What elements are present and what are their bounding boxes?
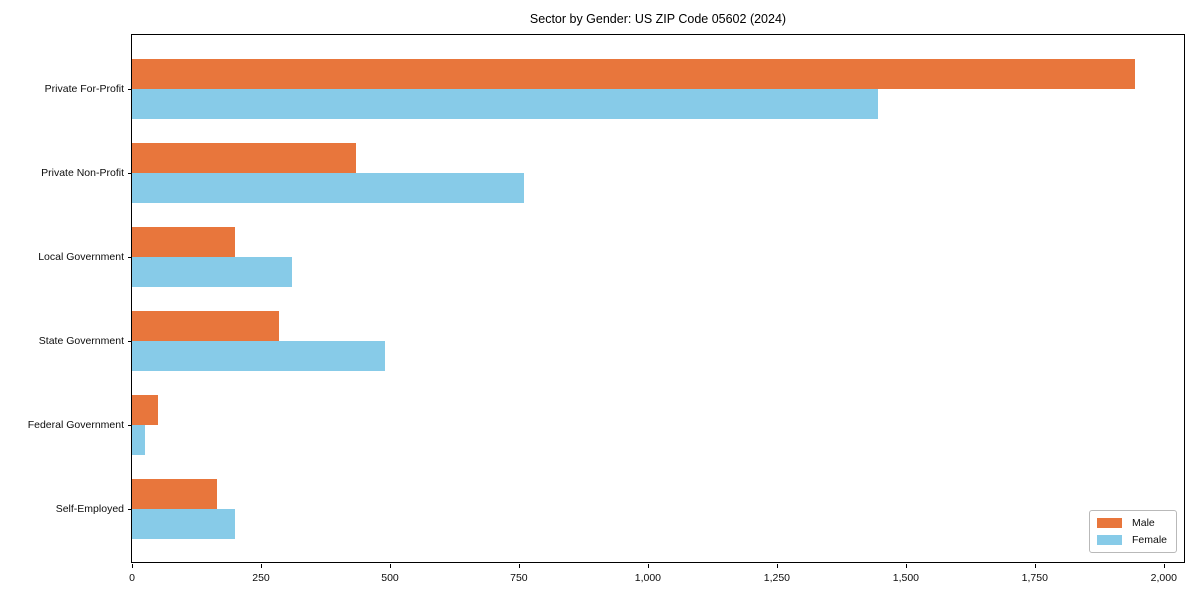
bar-female-0: [132, 89, 878, 119]
ytick-label: Local Government: [38, 251, 124, 263]
bar-male-0: [132, 59, 1136, 89]
xtick-label: 750: [510, 572, 528, 584]
xtick-mark: [647, 564, 649, 568]
ytick-mark: [128, 173, 132, 174]
bar-female-4: [132, 425, 145, 455]
bar-male-4: [132, 395, 158, 425]
ytick-mark: [128, 341, 132, 342]
xtick-mark: [905, 564, 907, 568]
bar-female-1: [132, 173, 525, 203]
ytick-label: Private For-Profit: [44, 83, 124, 95]
ytick-label: Self-Employed: [55, 503, 124, 515]
xtick-mark: [261, 564, 262, 568]
ytick-mark: [128, 425, 132, 426]
xtick-mark: [390, 564, 391, 568]
legend-label: Female: [1131, 534, 1167, 546]
plot-area: Male Female Private For-Profit Private Non…: [28, 34, 1185, 584]
xtick-mark: [776, 564, 778, 568]
xtick-label: 1,250: [763, 572, 791, 584]
ytick-mark: [128, 257, 132, 258]
xtick-mark: [132, 564, 133, 568]
xtick-mark: [518, 564, 520, 568]
ytick-label: State Government: [38, 335, 124, 347]
legend: Male Female: [1088, 510, 1177, 553]
xtick-label: 1,500: [892, 572, 920, 584]
xtick-mark: [1034, 564, 1036, 568]
bar-female-5: [132, 509, 236, 539]
bar-male-5: [132, 479, 218, 509]
legend-row-female: Female: [1096, 534, 1167, 546]
legend-row-male: Male: [1096, 517, 1167, 529]
bar-male-1: [132, 143, 357, 173]
xtick-label: 250: [252, 572, 270, 584]
xtick-label: 0: [129, 572, 135, 584]
bar-male-2: [132, 227, 236, 257]
bar-female-2: [132, 257, 292, 287]
xtick-label: 2,000: [1150, 572, 1177, 584]
legend-swatch-icon: [1096, 518, 1122, 528]
chart-title: Sector by Gender: US ZIP Code 05602 (202…: [529, 12, 787, 26]
bar-female-3: [132, 341, 385, 371]
xtick-label: 1,000: [634, 572, 662, 584]
ytick-mark: [128, 89, 132, 90]
ytick-label: Federal Government: [27, 419, 124, 431]
xtick-label: 1,750: [1021, 572, 1048, 584]
legend-label: Male: [1131, 517, 1155, 529]
xtick-mark: [1163, 564, 1165, 568]
bar-male-3: [132, 311, 279, 341]
xtick-label: 500: [381, 572, 399, 584]
ytick-label: Private Non-Profit: [41, 167, 124, 179]
ytick-mark: [128, 509, 132, 510]
legend-swatch-icon: [1096, 535, 1122, 545]
